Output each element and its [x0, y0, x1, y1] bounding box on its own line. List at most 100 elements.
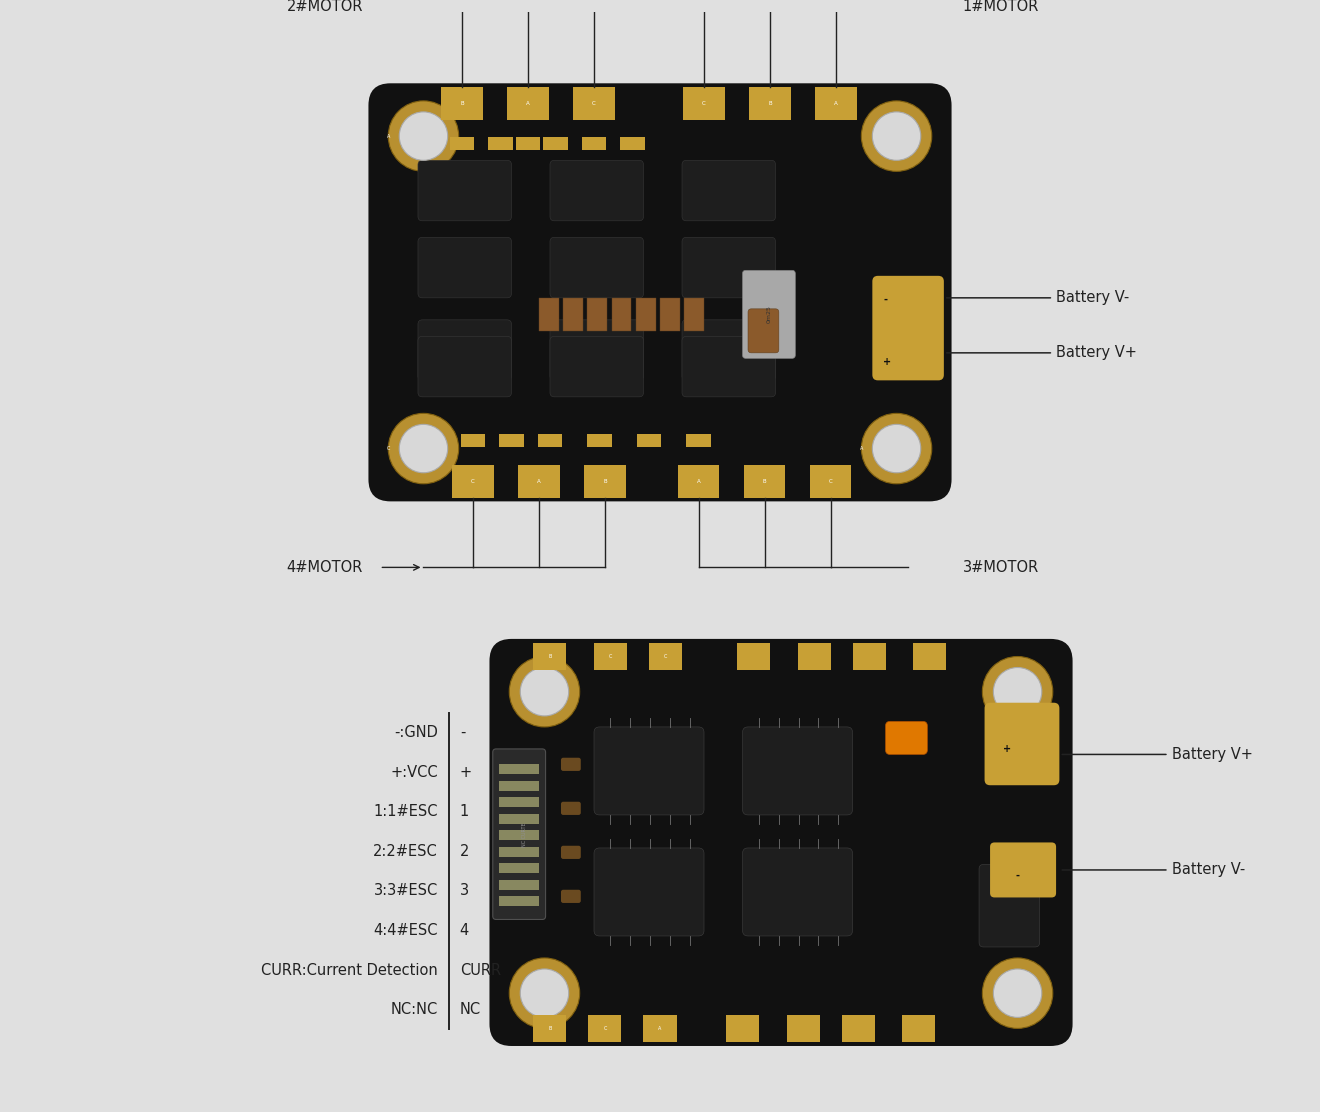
FancyBboxPatch shape — [985, 703, 1060, 785]
FancyBboxPatch shape — [368, 83, 952, 502]
FancyBboxPatch shape — [418, 336, 511, 397]
FancyBboxPatch shape — [561, 890, 581, 903]
FancyBboxPatch shape — [490, 639, 1073, 1046]
Text: 0m25: 0m25 — [767, 306, 771, 324]
Circle shape — [982, 957, 1053, 1029]
FancyBboxPatch shape — [873, 276, 944, 380]
FancyBboxPatch shape — [492, 748, 545, 920]
Bar — [499, 863, 539, 873]
FancyBboxPatch shape — [682, 320, 776, 380]
Bar — [499, 880, 539, 890]
Bar — [677, 465, 719, 498]
Circle shape — [510, 656, 579, 727]
Bar — [499, 764, 539, 774]
Text: C: C — [609, 654, 612, 659]
FancyBboxPatch shape — [418, 320, 511, 380]
Text: C: C — [603, 1026, 607, 1031]
Text: B: B — [763, 479, 767, 484]
Text: 1#MOTOR: 1#MOTOR — [962, 0, 1039, 13]
Bar — [589, 1014, 622, 1042]
Bar — [853, 643, 886, 671]
Bar — [643, 1014, 677, 1042]
Text: C: C — [387, 446, 389, 451]
Bar — [726, 1014, 759, 1042]
Bar — [660, 298, 680, 331]
FancyBboxPatch shape — [550, 336, 643, 397]
Text: A: A — [834, 100, 838, 106]
FancyBboxPatch shape — [682, 160, 776, 221]
Bar — [499, 831, 539, 841]
Text: NC: NC — [459, 1002, 480, 1017]
Bar — [450, 137, 474, 150]
Bar — [499, 781, 539, 791]
Bar — [582, 137, 606, 150]
Text: Battery V-: Battery V- — [946, 290, 1130, 306]
Bar — [499, 847, 539, 856]
Text: NC:NC: NC:NC — [391, 1002, 438, 1017]
Text: 2: 2 — [459, 844, 469, 858]
FancyBboxPatch shape — [550, 160, 643, 221]
Text: B: B — [603, 479, 607, 484]
Text: 2#MOTOR: 2#MOTOR — [286, 0, 363, 13]
Text: +: + — [883, 357, 891, 367]
FancyBboxPatch shape — [550, 320, 643, 380]
Circle shape — [862, 414, 932, 484]
Bar — [499, 435, 524, 447]
Text: 3: 3 — [459, 883, 469, 898]
Bar — [750, 87, 791, 120]
Bar — [587, 298, 607, 331]
Bar — [620, 137, 644, 150]
Bar — [797, 643, 830, 671]
Bar — [737, 643, 770, 671]
Text: B: B — [548, 654, 552, 659]
FancyBboxPatch shape — [561, 757, 581, 771]
FancyBboxPatch shape — [682, 336, 776, 397]
Bar — [594, 643, 627, 671]
FancyBboxPatch shape — [886, 722, 928, 754]
FancyBboxPatch shape — [550, 237, 643, 298]
FancyBboxPatch shape — [418, 237, 511, 298]
Text: +:VCC: +:VCC — [391, 765, 438, 780]
Bar — [533, 1014, 566, 1042]
Bar — [684, 298, 704, 331]
Circle shape — [873, 425, 921, 473]
Text: NC CURTE: NC CURTE — [523, 822, 527, 846]
Text: Battery V+: Battery V+ — [1063, 747, 1253, 762]
Bar — [809, 465, 851, 498]
Circle shape — [399, 425, 447, 473]
Bar — [544, 137, 568, 150]
Bar — [451, 465, 494, 498]
Text: C: C — [471, 479, 475, 484]
Text: C: C — [664, 654, 667, 659]
Bar — [573, 87, 615, 120]
Circle shape — [520, 969, 569, 1017]
Text: Battery V+: Battery V+ — [946, 346, 1137, 360]
FancyBboxPatch shape — [748, 309, 779, 353]
Circle shape — [520, 667, 569, 716]
Bar — [499, 814, 539, 824]
Bar — [517, 465, 560, 498]
Circle shape — [994, 667, 1041, 716]
Bar — [743, 465, 785, 498]
Text: 4: 4 — [459, 923, 469, 937]
Bar — [461, 435, 484, 447]
Text: -:GND: -:GND — [393, 725, 438, 739]
FancyBboxPatch shape — [561, 846, 581, 858]
Bar — [611, 298, 631, 331]
FancyBboxPatch shape — [594, 727, 704, 815]
Text: B: B — [548, 1026, 552, 1031]
Text: -: - — [883, 295, 887, 305]
Text: B: B — [768, 100, 772, 106]
Bar — [539, 298, 558, 331]
Text: A: A — [537, 479, 541, 484]
Bar — [636, 298, 656, 331]
Circle shape — [994, 969, 1041, 1017]
Bar — [636, 435, 661, 447]
Circle shape — [388, 414, 458, 484]
Text: +: + — [1002, 744, 1011, 754]
Circle shape — [862, 101, 932, 171]
Text: 1: 1 — [459, 804, 469, 820]
Bar — [902, 1014, 935, 1042]
Bar — [507, 87, 549, 120]
Circle shape — [510, 957, 579, 1029]
